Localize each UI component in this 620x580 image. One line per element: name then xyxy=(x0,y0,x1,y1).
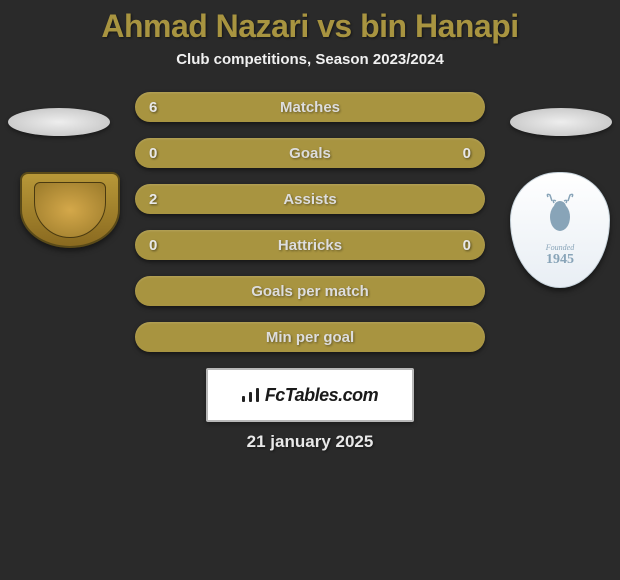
stat-label: Assists xyxy=(283,191,336,208)
stat-row: Goals per match xyxy=(135,276,485,306)
stat-label: Goals per match xyxy=(251,283,369,300)
stat-value-right: 0 xyxy=(463,237,471,254)
stat-label: Matches xyxy=(280,99,340,116)
stat-value-left: 6 xyxy=(149,99,157,116)
subtitle: Club competitions, Season 2023/2024 xyxy=(0,51,620,68)
club-badge-right-content: Founded 1945 xyxy=(538,191,582,270)
deer-icon xyxy=(538,191,582,239)
stat-value-right: 0 xyxy=(463,145,471,162)
fctables-badge: FcTables.com xyxy=(206,368,414,422)
fctables-logo: FcTables.com xyxy=(242,385,378,406)
fctables-text: FcTables.com xyxy=(265,385,378,406)
stat-row: 2 Assists xyxy=(135,184,485,214)
club-badge-left xyxy=(20,172,120,248)
stats-area: Founded 1945 6 Matches 0 Goals 0 2 Assists 0 Hat… xyxy=(0,92,620,452)
stat-row: 0 Goals 0 xyxy=(135,138,485,168)
fctables-chart-icon xyxy=(242,388,259,402)
page-title: Ahmad Nazari vs bin Hanapi xyxy=(0,8,620,45)
stat-value-left: 0 xyxy=(149,237,157,254)
player-portrait-right xyxy=(510,108,612,136)
stat-row: 6 Matches xyxy=(135,92,485,122)
date-label: 21 january 2025 xyxy=(0,432,620,452)
stat-label: Goals xyxy=(289,145,331,162)
stat-label: Min per goal xyxy=(266,329,354,346)
player-portrait-left xyxy=(8,108,110,136)
stat-value-left: 0 xyxy=(149,145,157,162)
club-badge-left-inner xyxy=(34,182,106,238)
stat-label: Hattricks xyxy=(278,237,342,254)
stat-value-left: 2 xyxy=(149,191,157,208)
main-container: Ahmad Nazari vs bin Hanapi Club competit… xyxy=(0,0,620,452)
stat-row: 0 Hattricks 0 xyxy=(135,230,485,260)
founded-label: Founded xyxy=(538,243,582,253)
founded-year: 1945 xyxy=(538,252,582,269)
stat-row: Min per goal xyxy=(135,322,485,352)
